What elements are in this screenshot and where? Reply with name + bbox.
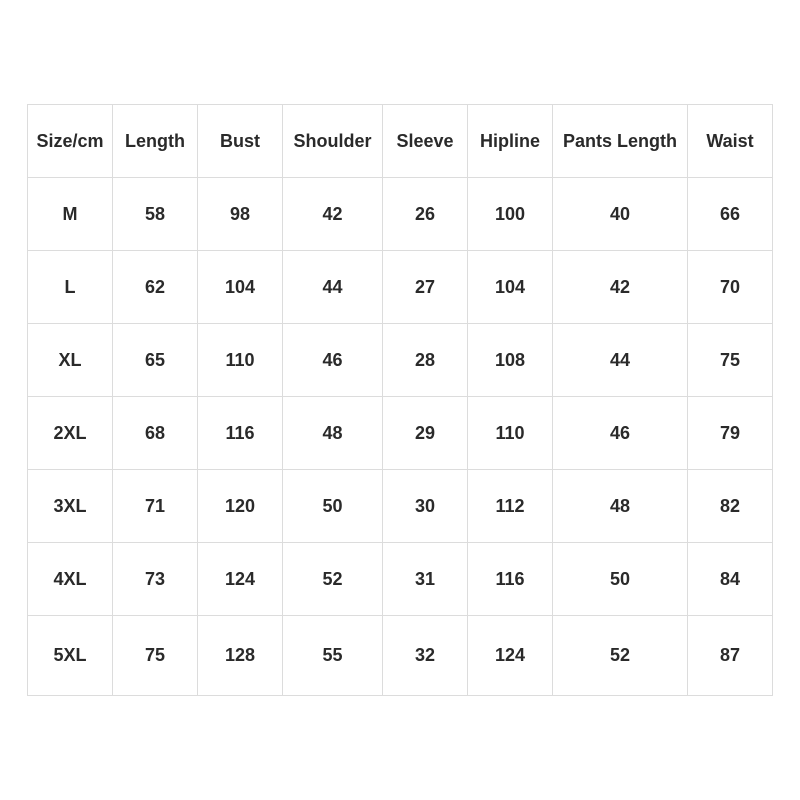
size-cell: L [27,250,113,324]
measurement-cell: 62 [112,250,198,324]
measurement-cell: 75 [112,615,198,696]
measurement-cell: 58 [112,177,198,251]
table-row: M 58 98 42 26 100 40 66 [27,177,773,251]
measurement-cell: 26 [382,177,468,251]
measurement-cell: 52 [282,542,383,616]
measurement-cell: 44 [282,250,383,324]
measurement-cell: 42 [552,250,688,324]
measurement-cell: 68 [112,396,198,470]
measurement-cell: 112 [467,469,553,543]
measurement-cell: 104 [467,250,553,324]
size-cell: XL [27,323,113,397]
measurement-cell: 108 [467,323,553,397]
measurement-cell: 31 [382,542,468,616]
measurement-cell: 50 [552,542,688,616]
measurement-cell: 73 [112,542,198,616]
column-header: Size/cm [27,104,113,178]
size-cell: 3XL [27,469,113,543]
header-row: Size/cm Length Bust Shoulder Sleeve Hipline Pa… [27,104,773,178]
measurement-cell: 27 [382,250,468,324]
measurement-cell: 79 [687,396,773,470]
measurement-cell: 75 [687,323,773,397]
measurement-cell: 71 [112,469,198,543]
measurement-cell: 98 [197,177,283,251]
measurement-cell: 48 [552,469,688,543]
column-header: Pants Length [552,104,688,178]
measurement-cell: 120 [197,469,283,543]
measurement-cell: 29 [382,396,468,470]
table-row: 2XL 68 116 48 29 110 46 79 [27,396,773,470]
measurement-cell: 55 [282,615,383,696]
column-header: Hipline [467,104,553,178]
column-header: Waist [687,104,773,178]
size-cell: 4XL [27,542,113,616]
measurement-cell: 42 [282,177,383,251]
measurement-cell: 116 [197,396,283,470]
size-cell: 5XL [27,615,113,696]
measurement-cell: 100 [467,177,553,251]
measurement-cell: 87 [687,615,773,696]
measurement-cell: 40 [552,177,688,251]
size-chart-table: Size/cm Length Bust Shoulder Sleeve Hipline Pa… [27,104,773,696]
measurement-cell: 116 [467,542,553,616]
measurement-cell: 110 [467,396,553,470]
measurement-cell: 70 [687,250,773,324]
measurement-cell: 82 [687,469,773,543]
table-row: 3XL 71 120 50 30 112 48 82 [27,469,773,543]
table-row: 5XL 75 128 55 32 124 52 87 [27,615,773,696]
measurement-cell: 128 [197,615,283,696]
size-cell: M [27,177,113,251]
table-row: L 62 104 44 27 104 42 70 [27,250,773,324]
column-header: Length [112,104,198,178]
measurement-cell: 44 [552,323,688,397]
column-header: Sleeve [382,104,468,178]
measurement-cell: 50 [282,469,383,543]
measurement-cell: 32 [382,615,468,696]
measurement-cell: 46 [552,396,688,470]
measurement-cell: 66 [687,177,773,251]
measurement-cell: 28 [382,323,468,397]
table-row: 4XL 73 124 52 31 116 50 84 [27,542,773,616]
measurement-cell: 48 [282,396,383,470]
measurement-cell: 124 [467,615,553,696]
measurement-cell: 46 [282,323,383,397]
measurement-cell: 65 [112,323,198,397]
measurement-cell: 104 [197,250,283,324]
column-header: Bust [197,104,283,178]
measurement-cell: 124 [197,542,283,616]
table-row: XL 65 110 46 28 108 44 75 [27,323,773,397]
measurement-cell: 84 [687,542,773,616]
measurement-cell: 52 [552,615,688,696]
measurement-cell: 110 [197,323,283,397]
measurement-cell: 30 [382,469,468,543]
size-cell: 2XL [27,396,113,470]
column-header: Shoulder [282,104,383,178]
